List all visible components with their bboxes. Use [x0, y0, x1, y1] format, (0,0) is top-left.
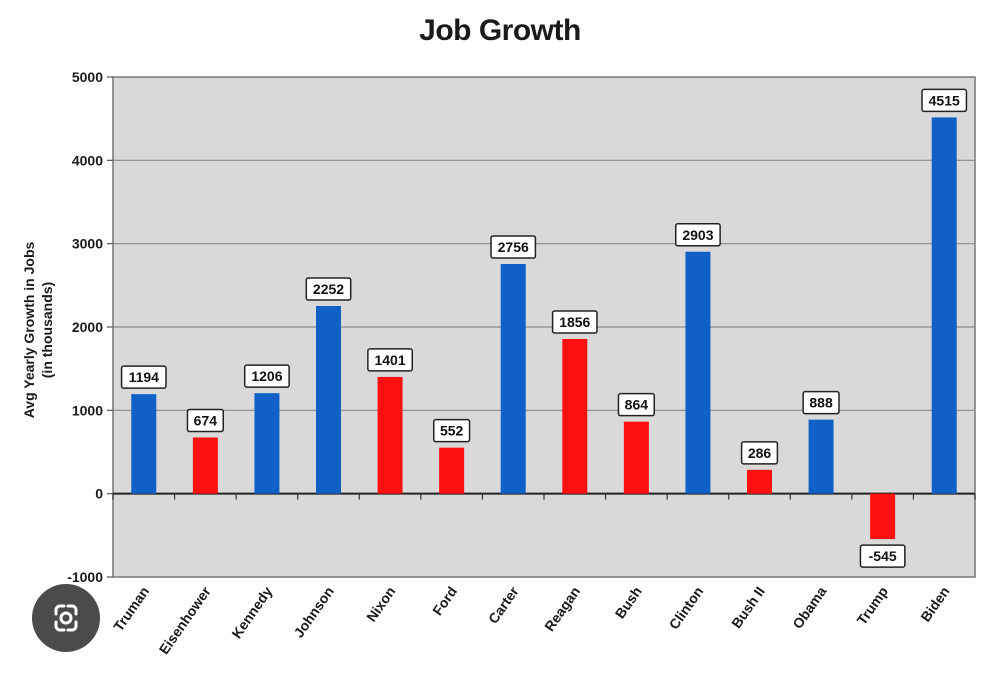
category-label: Carter — [485, 583, 522, 626]
category-label: Johnson — [290, 584, 337, 641]
category-label: Truman — [110, 584, 152, 635]
data-label: 864 — [625, 397, 649, 413]
data-label: -545 — [869, 548, 897, 564]
data-label-box — [367, 348, 414, 372]
category-label: Bush — [612, 584, 645, 622]
category-label: Ford — [429, 584, 460, 619]
category-label: Eisenhower — [156, 583, 214, 657]
google-lens-icon — [54, 604, 78, 632]
data-label: 1856 — [559, 314, 590, 330]
data-label: 4515 — [929, 92, 960, 108]
data-label-box — [921, 88, 968, 113]
data-label-box — [551, 310, 598, 334]
y-tick-label: 3000 — [72, 236, 103, 252]
data-label: 2903 — [682, 227, 713, 243]
bar-eisenhower — [192, 437, 218, 494]
data-label-box — [432, 418, 471, 443]
data-label-box — [617, 392, 656, 417]
y-tick-label: 0 — [95, 486, 103, 502]
data-label: 674 — [194, 413, 218, 429]
y-tick-label: 1000 — [72, 402, 103, 418]
data-label: 2756 — [498, 239, 529, 255]
bar-truman — [131, 394, 157, 494]
y-tick-label: -1000 — [67, 569, 103, 585]
data-label: 552 — [440, 423, 464, 439]
data-label-box — [120, 365, 167, 389]
category-label: Trump — [853, 584, 891, 628]
data-label-box — [802, 390, 840, 415]
data-label-box — [859, 544, 906, 568]
google-lens-button[interactable] — [32, 584, 100, 652]
bar-obama — [808, 419, 834, 494]
data-label: 1401 — [374, 352, 405, 368]
category-label: Obama — [789, 583, 829, 631]
data-label: 888 — [809, 395, 833, 411]
bar-carter — [500, 264, 526, 494]
data-label-box — [186, 408, 225, 433]
category-label: Kennedy — [228, 583, 275, 641]
data-label: 2252 — [313, 281, 344, 297]
data-label-box — [243, 364, 290, 388]
category-label: Biden — [917, 584, 952, 625]
category-label: Bush II — [728, 584, 768, 631]
y-tick-label: 2000 — [72, 319, 103, 335]
data-label-box — [674, 223, 721, 247]
data-label-box — [305, 277, 352, 301]
data-label-box — [740, 441, 779, 465]
category-label: Reagan — [541, 584, 583, 635]
bar-ford — [439, 447, 465, 494]
bar-reagan — [562, 339, 588, 494]
bar-trump — [870, 493, 896, 540]
chart-title: Job Growth — [419, 14, 581, 47]
y-tick-label: 5000 — [72, 69, 103, 85]
bar-clinton — [685, 251, 711, 494]
data-label-box — [490, 235, 537, 259]
y-tick-label: 4000 — [72, 152, 103, 168]
category-label: Nixon — [363, 584, 398, 625]
data-label: 1206 — [251, 368, 282, 384]
category-label: Clinton — [666, 584, 707, 633]
bar-nixon — [377, 376, 403, 494]
bar-biden — [931, 117, 957, 494]
bar-johnson — [316, 306, 341, 494]
bar-kennedy — [254, 393, 280, 494]
bar-bush — [623, 421, 649, 494]
bar-bush-ii — [747, 469, 772, 494]
data-label: 1194 — [129, 369, 160, 385]
data-label: 286 — [748, 445, 772, 461]
